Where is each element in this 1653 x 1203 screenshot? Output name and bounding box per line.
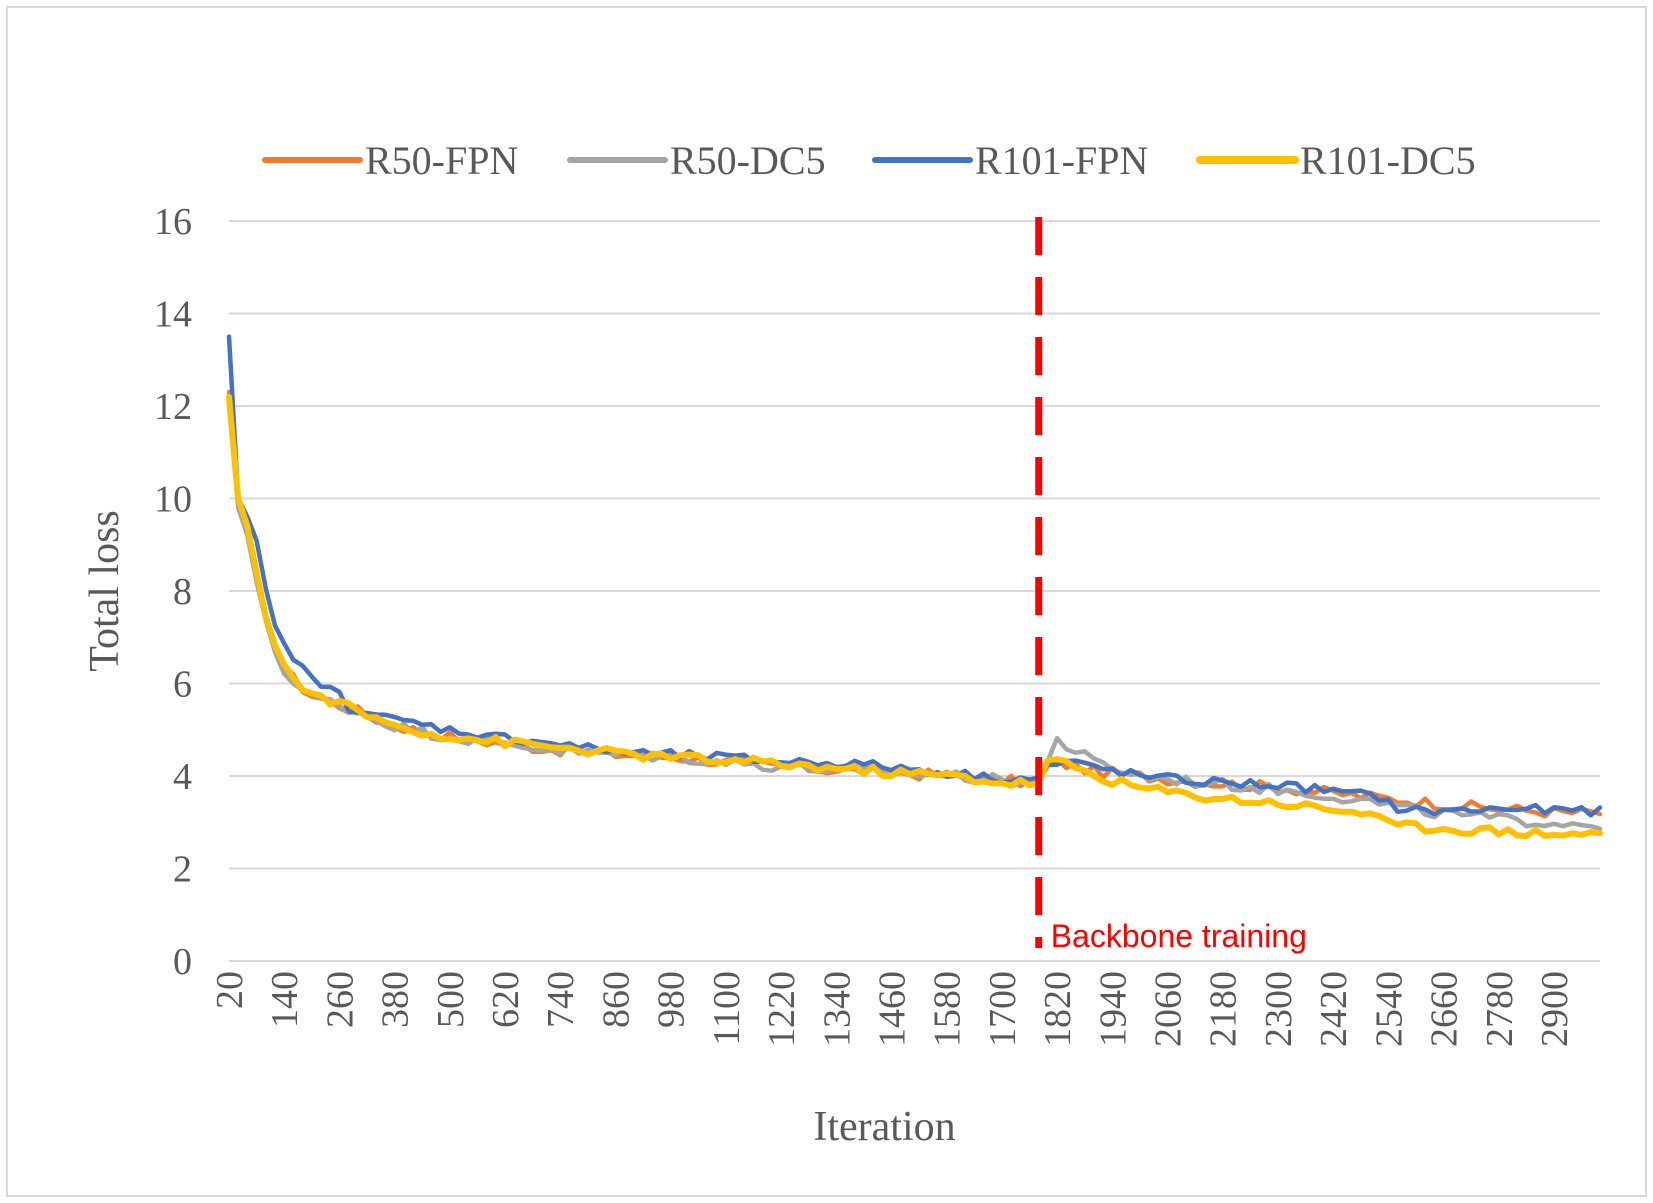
y-tick-label: 10	[154, 479, 192, 521]
x-tick-label: 2660	[1424, 971, 1466, 1047]
x-tick-label: 2420	[1313, 971, 1355, 1047]
x-tick-label: 860	[595, 971, 637, 1028]
x-tick-label: 2180	[1203, 971, 1245, 1047]
x-tick-label: 2900	[1534, 971, 1576, 1047]
y-tick-label: 2	[173, 849, 192, 891]
y-tick-label: 14	[154, 294, 192, 336]
x-tick-label: 1100	[706, 971, 748, 1046]
annotation-label: Backbone training	[1051, 918, 1307, 954]
x-tick-label: 1820	[1037, 971, 1079, 1047]
x-tick-label: 260	[319, 971, 361, 1028]
x-tick-label: 2780	[1479, 971, 1521, 1047]
series-line-r50-dc5	[226, 403, 1603, 831]
x-tick-label: 620	[485, 971, 527, 1028]
legend-label: R101-FPN	[975, 138, 1148, 183]
series-lines	[226, 334, 1603, 839]
x-tick-label: 1340	[816, 971, 858, 1047]
x-tick-label: 2060	[1148, 971, 1190, 1047]
x-tick-label: 2540	[1368, 971, 1410, 1047]
x-tick-label: 980	[651, 971, 693, 1028]
x-tick-label: 1220	[761, 971, 803, 1047]
y-tick-label: 0	[173, 941, 192, 983]
y-tick-label: 6	[173, 664, 192, 706]
y-tick-label: 16	[154, 201, 192, 243]
x-tick-label: 1700	[982, 971, 1024, 1047]
y-tick-label: 12	[154, 386, 192, 428]
x-tick-label: 140	[264, 971, 306, 1028]
x-axis-title: Iteration	[813, 1104, 955, 1150]
x-tick-label: 1460	[871, 971, 913, 1047]
x-axis-ticks: 20 140 260 380 500 620 740 860 980 1100 1220 1340 14…	[209, 971, 1576, 1047]
x-tick-label: 1580	[927, 971, 969, 1047]
x-tick-label: 380	[375, 971, 417, 1028]
y-tick-label: 4	[173, 756, 192, 798]
y-axis-ticks: 0 2 4 6 8 10 12 14 16	[154, 201, 192, 983]
series-line-r101-fpn	[226, 334, 1603, 818]
x-tick-label: 1940	[1092, 971, 1134, 1047]
legend-label: R50-DC5	[670, 138, 826, 183]
legend-label: R101-DC5	[1300, 138, 1476, 183]
legend-label: R50-FPN	[365, 138, 518, 183]
x-tick-label: 2300	[1258, 971, 1300, 1047]
chart-frame	[6, 6, 1647, 1197]
x-tick-label: 500	[430, 971, 472, 1028]
series-line-r50-fpn	[226, 389, 1603, 819]
gridlines	[229, 220, 1600, 870]
y-axis-title: Total loss	[82, 510, 128, 672]
legend: R50-FPN R50-DC5 R101-FPN R101-DC5	[262, 138, 1476, 183]
series-line-r101-dc5	[226, 393, 1603, 839]
y-tick-label: 8	[173, 571, 192, 613]
x-tick-label: 740	[540, 971, 582, 1028]
x-tick-label: 20	[209, 971, 251, 1009]
